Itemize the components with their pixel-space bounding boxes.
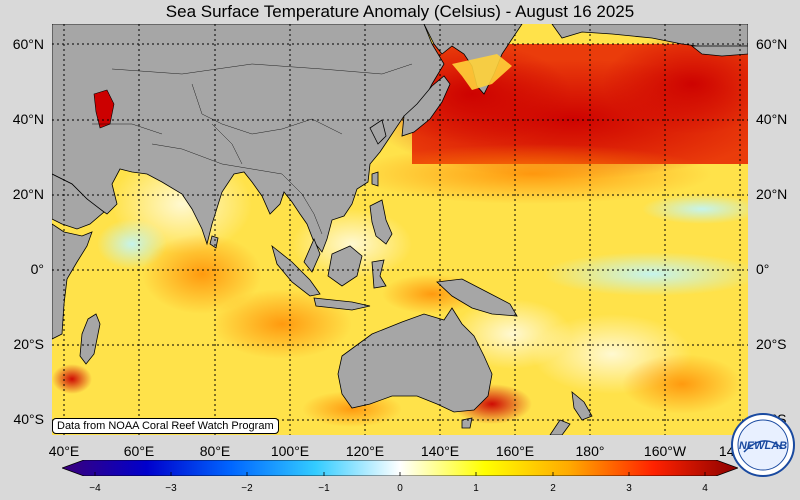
colorbar-tick: −1 <box>318 483 330 494</box>
lon-label: 160°W <box>643 443 687 459</box>
colorbar-tick: 1 <box>473 483 479 494</box>
australia-landmass <box>337 307 493 413</box>
lat-label-left: 40°N <box>12 111 44 127</box>
arabia-landmass <box>52 173 105 230</box>
lon-label: 180° <box>575 443 605 459</box>
lon-label: 160°E <box>495 443 535 459</box>
asia-landmass <box>52 24 445 253</box>
lat-label-left: 60°N <box>12 36 44 52</box>
lon-label: 40°E <box>48 443 80 459</box>
japan-landmass <box>401 75 451 137</box>
colorbar <box>62 460 738 476</box>
logo-text: NEWLAB <box>739 440 787 452</box>
lat-label-right: 20°N <box>756 186 788 202</box>
lat-label-right: 20°S <box>756 336 787 352</box>
lon-label: 60°E <box>123 443 155 459</box>
lon-label: 120°E <box>345 443 385 459</box>
colorbar-tick: −2 <box>241 483 253 494</box>
colorbar-tick: −4 <box>89 483 101 494</box>
lat-label-right: 40°N <box>756 111 788 127</box>
new-zealand-landmass <box>571 391 593 421</box>
africa-landmass <box>52 223 93 340</box>
colorbar-tick: −3 <box>165 483 177 494</box>
lon-label: 100°E <box>270 443 310 459</box>
lat-label-right: 60°N <box>756 36 788 52</box>
lat-label-left: 20°S <box>13 336 44 352</box>
borneo-landmass <box>327 245 363 287</box>
lat-label-left: 0° <box>30 261 44 277</box>
country-borders <box>92 63 413 235</box>
lon-label: 80°E <box>199 443 231 459</box>
lat-label-left: 20°N <box>12 186 44 202</box>
newlab-logo: NEWLAB <box>731 413 795 477</box>
equatorial-cool-patch <box>542 252 748 296</box>
map-title: Sea Surface Temperature Anomaly (Celsius… <box>165 2 635 21</box>
new-guinea-landmass <box>436 278 518 317</box>
colorbar-tick: 3 <box>626 483 632 494</box>
colorbar-gradient <box>62 460 738 476</box>
sumatra-landmass <box>271 244 321 297</box>
colorbar-tick: 2 <box>550 483 556 494</box>
madagascar-landmass <box>79 313 101 365</box>
data-credit: Data from NOAA Coral Reef Watch Program <box>52 418 279 434</box>
colorbar-tick: 0 <box>397 483 403 494</box>
lat-label-left: 40°S <box>13 411 44 427</box>
philippines-landmass <box>369 199 393 245</box>
lat-label-right: 0° <box>756 261 770 277</box>
sst-anomaly-map <box>52 24 748 435</box>
land-masses <box>52 24 748 435</box>
lon-label: 140°E <box>420 443 460 459</box>
colorbar-tick: 4 <box>702 483 708 494</box>
